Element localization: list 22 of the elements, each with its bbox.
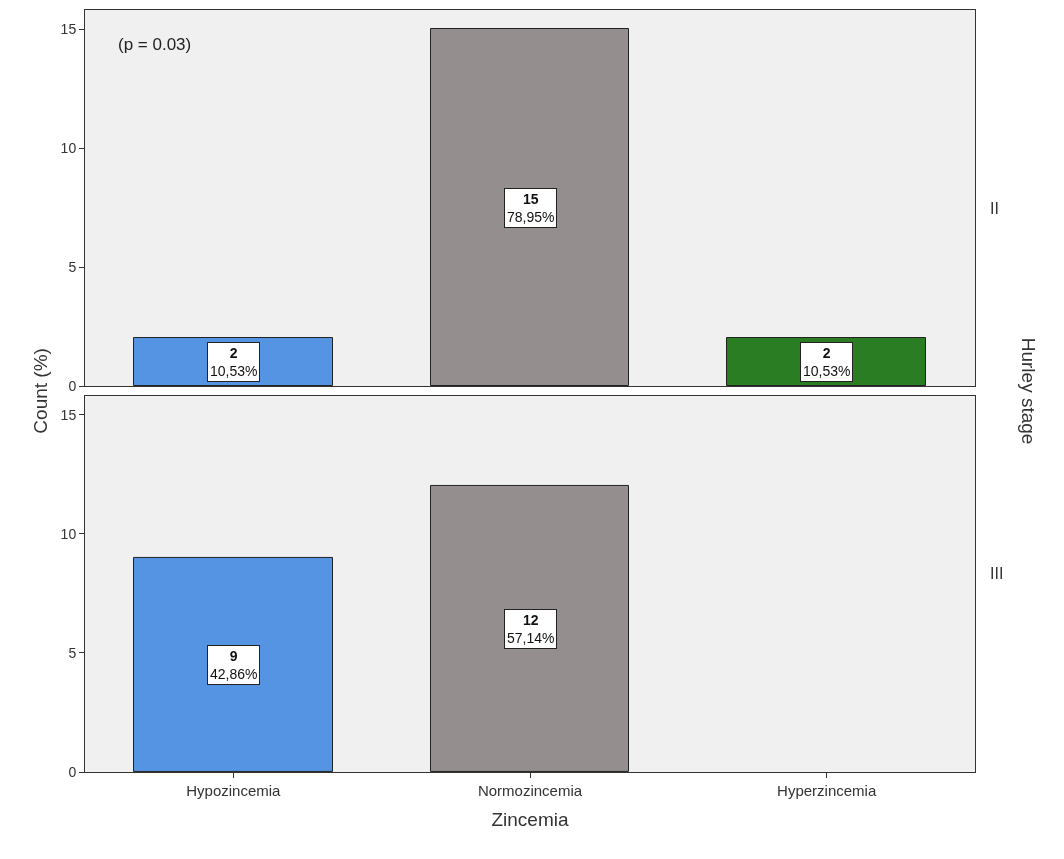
y-tick-label: 15 bbox=[60, 20, 77, 37]
y-tick-label: 5 bbox=[68, 258, 77, 275]
y-tick-label: 0 bbox=[68, 377, 77, 394]
data-label: 2 10,53% bbox=[210, 345, 258, 380]
y-axis-title: Count (%) bbox=[29, 348, 51, 434]
y2-axis-title: III bbox=[990, 565, 1004, 582]
y-tick-label: 5 bbox=[68, 644, 77, 661]
y-tick-label: 0 bbox=[68, 763, 77, 780]
data-label: 15 78,95% bbox=[507, 191, 555, 226]
x-axis-title: Zincemia bbox=[491, 808, 569, 830]
x-tick-label: Hyperzincemia bbox=[777, 782, 877, 799]
y-tick-label: 10 bbox=[60, 139, 77, 156]
data-label: 2 10,53% bbox=[803, 345, 851, 380]
y2-axis-title: II bbox=[990, 200, 999, 217]
y-tick-label: 10 bbox=[60, 525, 77, 542]
text: Hurley stage bbox=[1018, 337, 1040, 445]
data-label: 9 42,86% bbox=[210, 648, 258, 683]
x-tick-label: Normozincemia bbox=[477, 782, 583, 799]
y-tick-label: 15 bbox=[60, 406, 77, 423]
annotation: (p = 0.03) bbox=[118, 35, 192, 54]
x-tick-label: Hypozincemia bbox=[186, 782, 282, 799]
data-label: 12 57,14% bbox=[507, 612, 555, 647]
